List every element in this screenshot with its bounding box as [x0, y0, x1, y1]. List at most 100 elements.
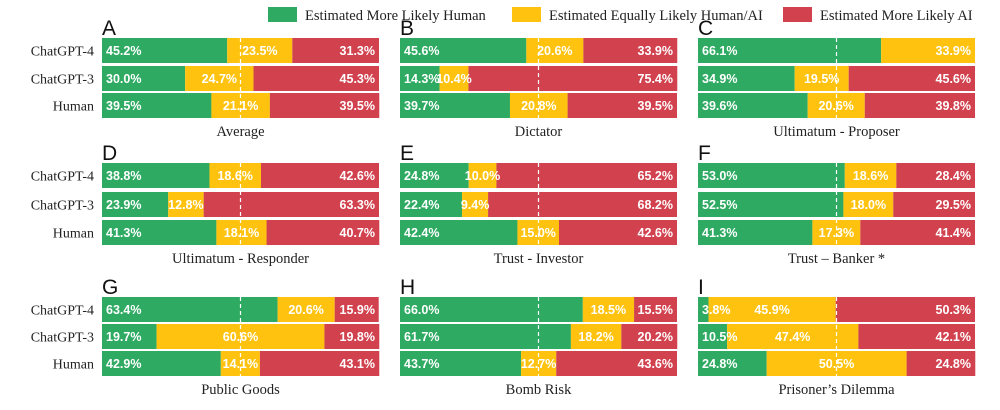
panel-d-bar-2-seg-1 [102, 192, 169, 217]
panel-c-bar-2-seg-2 [794, 66, 849, 91]
panel-f-bar-3-seg-3 [860, 220, 975, 245]
panel-i-bar-2-seg-1 [698, 324, 728, 349]
panel-i-bar-1-seg-3 [835, 297, 975, 322]
panel-b-bar-1-seg-1 [400, 38, 527, 63]
panel-h-bar-2-seg-2 [570, 324, 622, 349]
panel-g-label-3-equal: 14.1% [223, 357, 258, 371]
panel-d-bar-3-seg-2 [216, 220, 267, 245]
panel-b-label-2-human: 14.3% [404, 72, 439, 86]
panel-h-bar-3-seg-1 [400, 351, 522, 376]
panel-e-bar-2-seg-3 [488, 192, 677, 217]
panel-d-bar-2-seg-3 [203, 192, 379, 217]
panel-e-label-2-equal: 9.4% [461, 198, 490, 212]
panel-h-label-2-equal: 18.2% [578, 330, 613, 344]
panel-e-label-2-human: 22.4% [404, 198, 439, 212]
panel-f-label-3-ai: 41.4% [936, 226, 971, 240]
panel-d-label-1-human: 38.8% [106, 169, 141, 183]
panel-h-bar-1-seg-2 [582, 297, 635, 322]
panel-a-bar-1-seg-3 [292, 38, 379, 63]
panel-f-label-3-human: 41.3% [702, 226, 737, 240]
panel-e-label-2-ai: 68.2% [638, 198, 673, 212]
panel-h-bar-1-seg-3 [634, 297, 678, 322]
panel-g-label-3-ai: 43.1% [340, 357, 375, 371]
panel-e-label-1-ai: 65.2% [638, 169, 673, 183]
panel-c-title: Ultimatum - Proposer [773, 124, 900, 140]
panel-c-bar-3-seg-3 [864, 93, 975, 118]
row-label-2-3: Human [53, 227, 94, 242]
panel-f-bar-2-seg-3 [893, 192, 975, 217]
panel-g-bar-1-seg-3 [334, 297, 379, 322]
panel-c-bar-1-seg-2 [881, 38, 975, 63]
panel-g-letter: G [102, 276, 118, 299]
panel-e-title: Trust - Investor [494, 251, 584, 267]
panel-c-bar-2-seg-3 [848, 66, 975, 91]
panel-e-label-3-equal: 15.0% [520, 226, 555, 240]
panel-i-label-3-human: 24.8% [702, 357, 737, 371]
panel-c-bar-2-seg-1 [698, 66, 795, 91]
panel-b-label-3-equal: 20.8% [521, 99, 556, 113]
panel-f-bar-1-seg-3 [896, 163, 975, 188]
panel-a-label-2-human: 30.0% [106, 72, 141, 86]
panel-f-label-3-equal: 17.3% [819, 226, 854, 240]
panel-f-bar-3-seg-1 [698, 220, 813, 245]
panel-i-bar-1-seg-1 [698, 297, 709, 322]
panel-h-label-2-human: 61.7% [404, 330, 439, 344]
panel-b-label-1-ai: 33.9% [638, 44, 673, 58]
panel-d-letter: D [102, 142, 117, 165]
panel-f-letter: F [698, 142, 711, 165]
panel-f-bar-2-seg-2 [843, 192, 894, 217]
panel-c-bar-1-seg-1 [698, 38, 882, 63]
panel-d-label-1-equal: 18.6% [217, 169, 252, 183]
panel-b-bar-2-seg-1 [400, 66, 440, 91]
panel-c-bar-3-seg-1 [698, 93, 808, 118]
panel-i-label-3-ai: 24.8% [936, 357, 971, 371]
panel-d-bar-1-seg-3 [261, 163, 379, 188]
panel-a-bar-3-seg-1 [102, 93, 212, 118]
panel-c-label-2-equal: 19.5% [804, 72, 839, 86]
panel-b-bar-3-seg-1 [400, 93, 510, 118]
panel-h-label-1-ai: 15.5% [638, 303, 673, 317]
legend-label-3: Estimated More Likely AI [820, 8, 973, 24]
panel-d-bar-1-seg-1 [102, 163, 210, 188]
panel-g-bar-3-seg-3 [259, 351, 380, 376]
panel-a-label-3-human: 39.5% [106, 99, 141, 113]
panel-f-label-1-human: 53.0% [702, 169, 737, 183]
legend-label-1: Estimated More Likely Human [305, 8, 487, 24]
panel-g-label-1-ai: 15.9% [340, 303, 375, 317]
panel-c-letter: C [698, 17, 713, 40]
panel-e-label-1-equal: 10.0% [465, 169, 500, 183]
panel-e-bar-3-seg-1 [400, 220, 518, 245]
panel-a-label-1-human: 45.2% [106, 44, 141, 58]
panel-g-label-2-human: 19.7% [106, 330, 141, 344]
panel-f-bar-1-seg-2 [844, 163, 897, 188]
panel-b-bar-1-seg-2 [526, 38, 584, 63]
panel-b-label-2-ai: 75.4% [638, 72, 673, 86]
panel-a-label-1-ai: 31.3% [340, 44, 375, 58]
panel-c-label-2-ai: 45.6% [936, 72, 971, 86]
panel-a-label-2-ai: 45.3% [340, 72, 375, 86]
legend-swatch-1 [268, 7, 297, 22]
panel-b-bar-1-seg-3 [583, 38, 678, 63]
panel-i-label-1-human: 3.8% [702, 303, 731, 317]
panel-e-label-3-human: 42.4% [404, 226, 439, 240]
panel-d-label-2-ai: 63.3% [340, 198, 375, 212]
panel-f-bar-1-seg-1 [698, 163, 845, 188]
panel-g-bar-1-seg-2 [277, 297, 335, 322]
panel-f-label-2-equal: 18.0% [851, 198, 886, 212]
panel-f-bar-2-seg-1 [698, 192, 844, 217]
panel-i-bar-3-seg-1 [698, 351, 767, 376]
panel-d-label-3-ai: 40.7% [340, 226, 375, 240]
panel-a-bar-1-seg-2 [227, 38, 293, 63]
panel-a-label-3-ai: 39.5% [340, 99, 375, 113]
panel-a-bar-2-seg-3 [253, 66, 379, 91]
panel-f-label-2-ai: 29.5% [936, 198, 971, 212]
panel-g-bar-2-seg-1 [102, 324, 157, 349]
panel-g-label-2-equal: 60.6% [223, 330, 258, 344]
panel-i-label-2-equal: 47.4% [775, 330, 810, 344]
panel-i-bar-2-seg-3 [858, 324, 975, 349]
panel-e-bar-2-seg-2 [462, 192, 489, 217]
panel-b-label-1-human: 45.6% [404, 44, 439, 58]
panel-e-bar-1-seg-3 [496, 163, 677, 188]
panel-d-bar-3-seg-1 [102, 220, 217, 245]
panel-i-label-2-ai: 42.1% [936, 330, 971, 344]
